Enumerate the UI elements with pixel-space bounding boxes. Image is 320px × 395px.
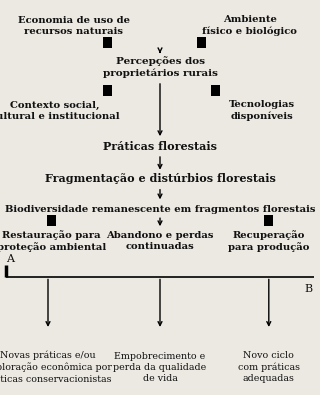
Text: Economia de uso de
recursos naturais: Economia de uso de recursos naturais xyxy=(18,16,130,36)
Text: Restauração para
proteção ambiental: Restauração para proteção ambiental xyxy=(0,230,106,252)
Text: B: B xyxy=(305,284,313,293)
Bar xyxy=(47,215,56,226)
Text: Novas práticas e/ou
exploração econômica por
práticas conservacionistas: Novas práticas e/ou exploração econômica… xyxy=(0,351,112,384)
Bar xyxy=(103,85,112,96)
Text: Tecnologias
disponíveis: Tecnologias disponíveis xyxy=(229,100,295,121)
Bar xyxy=(197,37,206,48)
Text: Empobrecimento e
perda da qualidade
de vida: Empobrecimento e perda da qualidade de v… xyxy=(113,352,207,383)
Text: A: A xyxy=(6,254,14,264)
Text: Percepções dos
proprietários rurais: Percepções dos proprietários rurais xyxy=(103,56,217,78)
Text: Recuperação
para produção: Recuperação para produção xyxy=(228,230,309,252)
Text: Biodiversidade remanescente em fragmentos florestais: Biodiversidade remanescente em fragmento… xyxy=(5,205,315,214)
Bar xyxy=(264,215,273,226)
Bar xyxy=(211,85,220,96)
Text: Abandono e perdas
continuadas: Abandono e perdas continuadas xyxy=(106,231,214,251)
Text: Fragmentação e distúrbios florestais: Fragmentação e distúrbios florestais xyxy=(44,173,276,184)
Text: Práticas florestais: Práticas florestais xyxy=(103,141,217,152)
Text: Contexto social,
cultural e institucional: Contexto social, cultural e instituciona… xyxy=(0,101,119,120)
Text: Novo ciclo
com práticas
adequadas: Novo ciclo com práticas adequadas xyxy=(238,352,300,383)
Text: Ambiente
físico e biológico: Ambiente físico e biológico xyxy=(202,15,297,36)
Bar xyxy=(103,37,112,48)
